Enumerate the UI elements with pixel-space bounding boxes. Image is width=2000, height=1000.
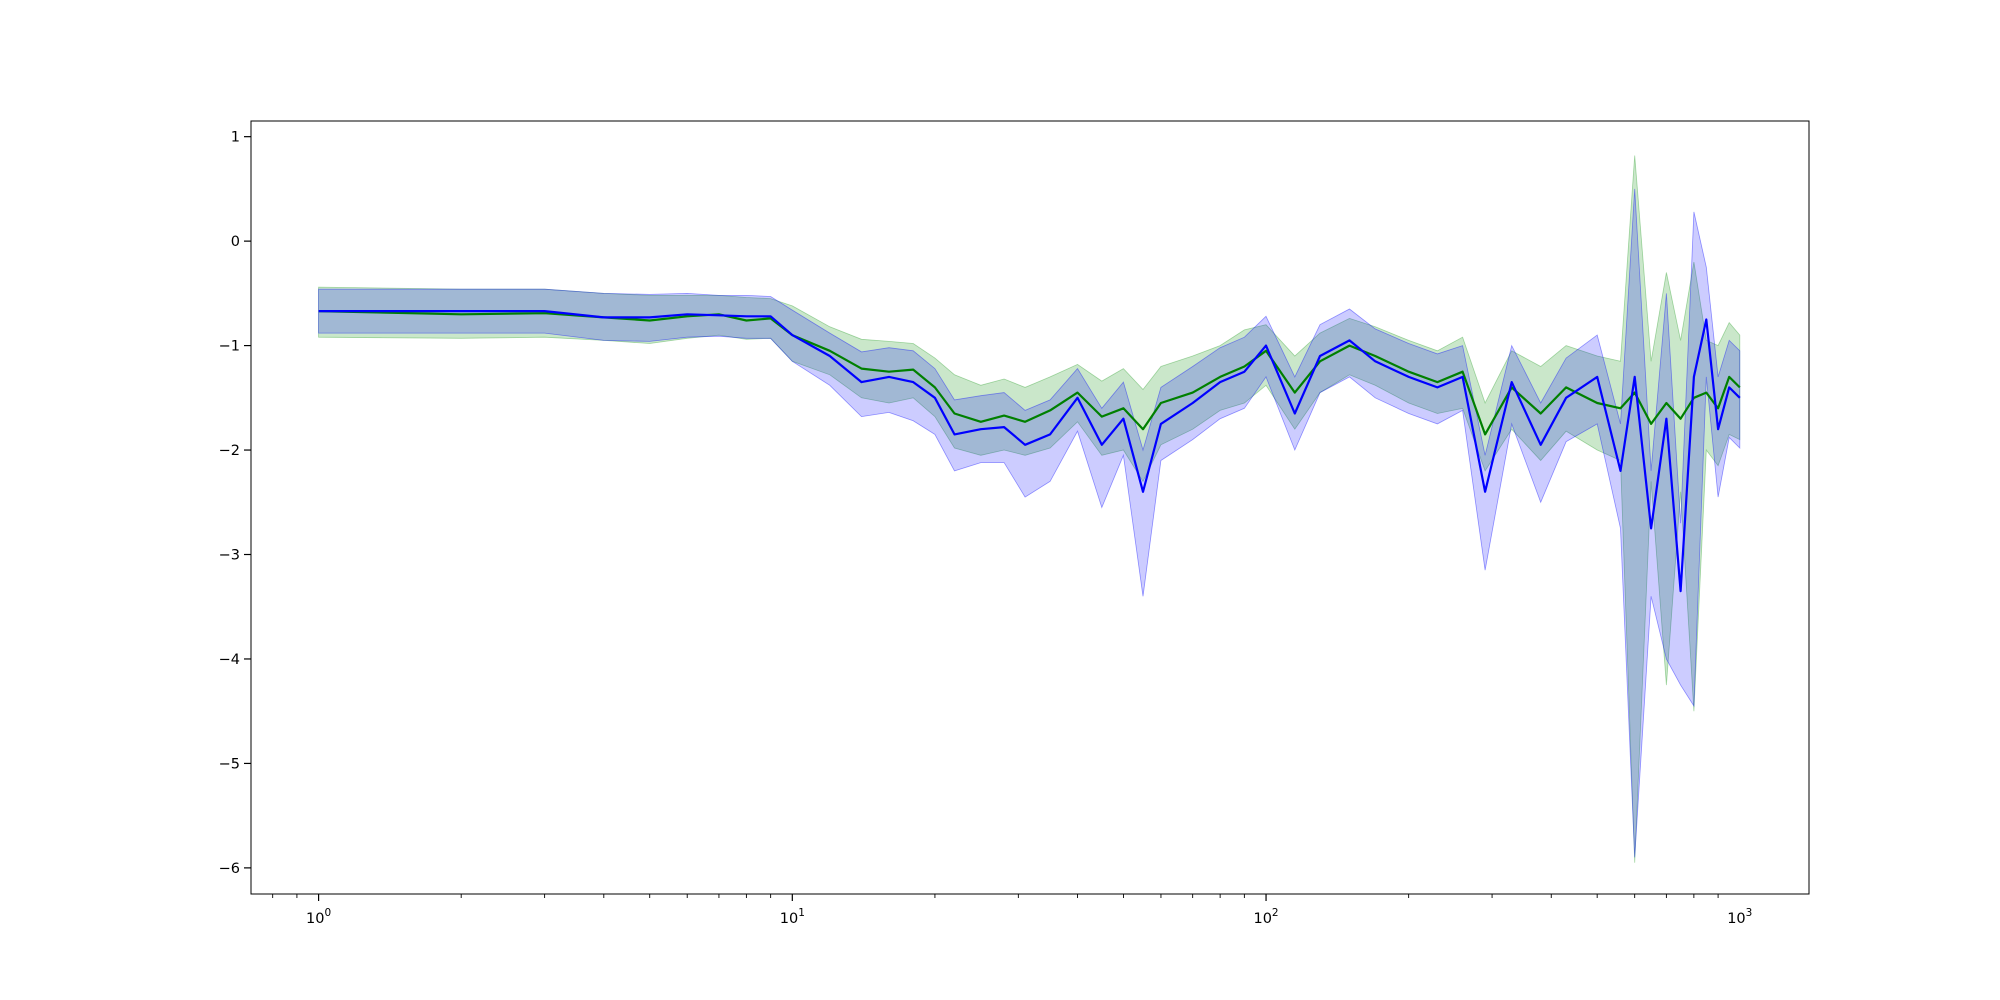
y-tick-label: −1 — [219, 339, 240, 355]
confidence-bands — [318, 155, 1741, 863]
y-tick-label: −6 — [219, 861, 240, 877]
plot-frame — [250, 120, 1810, 895]
y-axis: 1 0 −1 −2 −3 −4 −5 −6 — [219, 130, 251, 877]
series-1-band — [318, 155, 1741, 863]
x-tick-label: 101 — [780, 907, 805, 927]
x-tick-label: 102 — [1253, 907, 1278, 927]
x-tick-label: 103 — [1727, 907, 1752, 927]
x-tick-label: 100 — [306, 907, 331, 927]
series-2-band — [318, 188, 1741, 858]
y-tick-label: 0 — [231, 234, 240, 250]
series-lines — [318, 310, 1741, 593]
y-tick-label: 1 — [231, 130, 240, 146]
y-tick-label: −2 — [219, 443, 240, 459]
y-tick-label: −4 — [219, 652, 240, 668]
y-tick-label: −3 — [219, 548, 240, 564]
x-axis: 100 101 102 103 — [272, 894, 1752, 927]
series-2-line — [318, 310, 1741, 593]
y-tick-label: −5 — [219, 756, 240, 772]
